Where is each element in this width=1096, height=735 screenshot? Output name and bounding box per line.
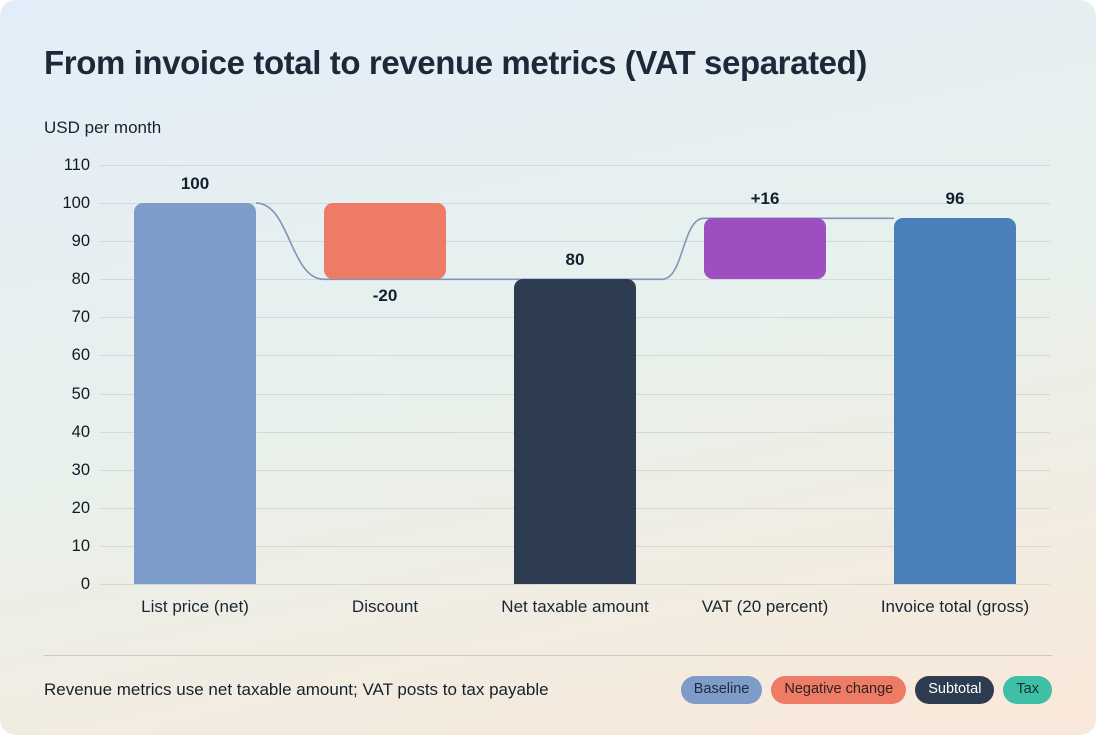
category-label-invoice-total-gross: Invoice total (gross)	[880, 597, 1030, 616]
legend-pill-baseline: Baseline	[680, 676, 763, 704]
footer-note: Revenue metrics use net taxable amount; …	[44, 680, 549, 699]
category-label-list-price-net: List price (net)	[141, 597, 249, 616]
y-tick-label-10: 10	[71, 536, 90, 555]
value-label-invoice-total-gross: 96	[945, 189, 965, 209]
value-label-list-price-net: 100	[180, 174, 210, 194]
legend-pill-tax: Tax	[1003, 676, 1052, 704]
y-tick-label-110: 110	[63, 155, 90, 174]
legend: Baseline Negative change Subtotal Tax	[680, 676, 1052, 704]
gridline-110	[100, 165, 1050, 166]
plot-area: 110 100 90 80 70 60 50 40 30 20 10 0 100 List price (…	[62, 157, 1050, 616]
footer-divider	[44, 655, 1052, 656]
y-tick-label-90: 90	[71, 231, 90, 250]
footer: Revenue metrics use net taxable amount; …	[44, 672, 1052, 708]
category-label-net-taxable-amount: Net taxable amount	[501, 597, 649, 616]
y-tick-label-50: 50	[71, 384, 90, 403]
value-label-net-taxable-amount: 80	[565, 250, 585, 270]
gridline-90	[100, 241, 1050, 243]
gridline-100	[100, 203, 1050, 205]
y-tick-label-100: 100	[62, 193, 90, 212]
gridline-0	[100, 584, 1050, 585]
waterfall-bar-invoice-total-gross	[894, 218, 1016, 584]
y-tick-label-80: 80	[71, 270, 90, 289]
value-label-vat-20-percent: +16	[750, 189, 780, 209]
y-tick-label-60: 60	[71, 346, 90, 365]
y-tick-label-70: 70	[71, 308, 90, 327]
y-axis-label: USD per month	[44, 118, 162, 137]
waterfall-bar-vat-20-percent	[704, 218, 826, 280]
y-tick-label-30: 30	[71, 460, 90, 479]
category-label-vat-20-percent: VAT (20 percent)	[701, 597, 829, 616]
legend-pill-negative-change: Negative change	[771, 676, 907, 704]
category-label-discount: Discount	[351, 597, 419, 616]
legend-pill-subtotal: Subtotal	[915, 676, 995, 704]
y-tick-label-40: 40	[71, 422, 90, 441]
waterfall-bar-discount	[324, 203, 446, 280]
y-tick-label-0: 0	[80, 574, 90, 593]
connector-line	[255, 202, 894, 281]
waterfall-bar-list-price-net	[134, 203, 256, 584]
value-label-discount: -20	[372, 286, 398, 306]
waterfall-bar-net-taxable-amount	[514, 279, 636, 584]
page-title: From invoice total to revenue metrics (V…	[44, 44, 867, 81]
y-tick-label-20: 20	[71, 498, 90, 517]
